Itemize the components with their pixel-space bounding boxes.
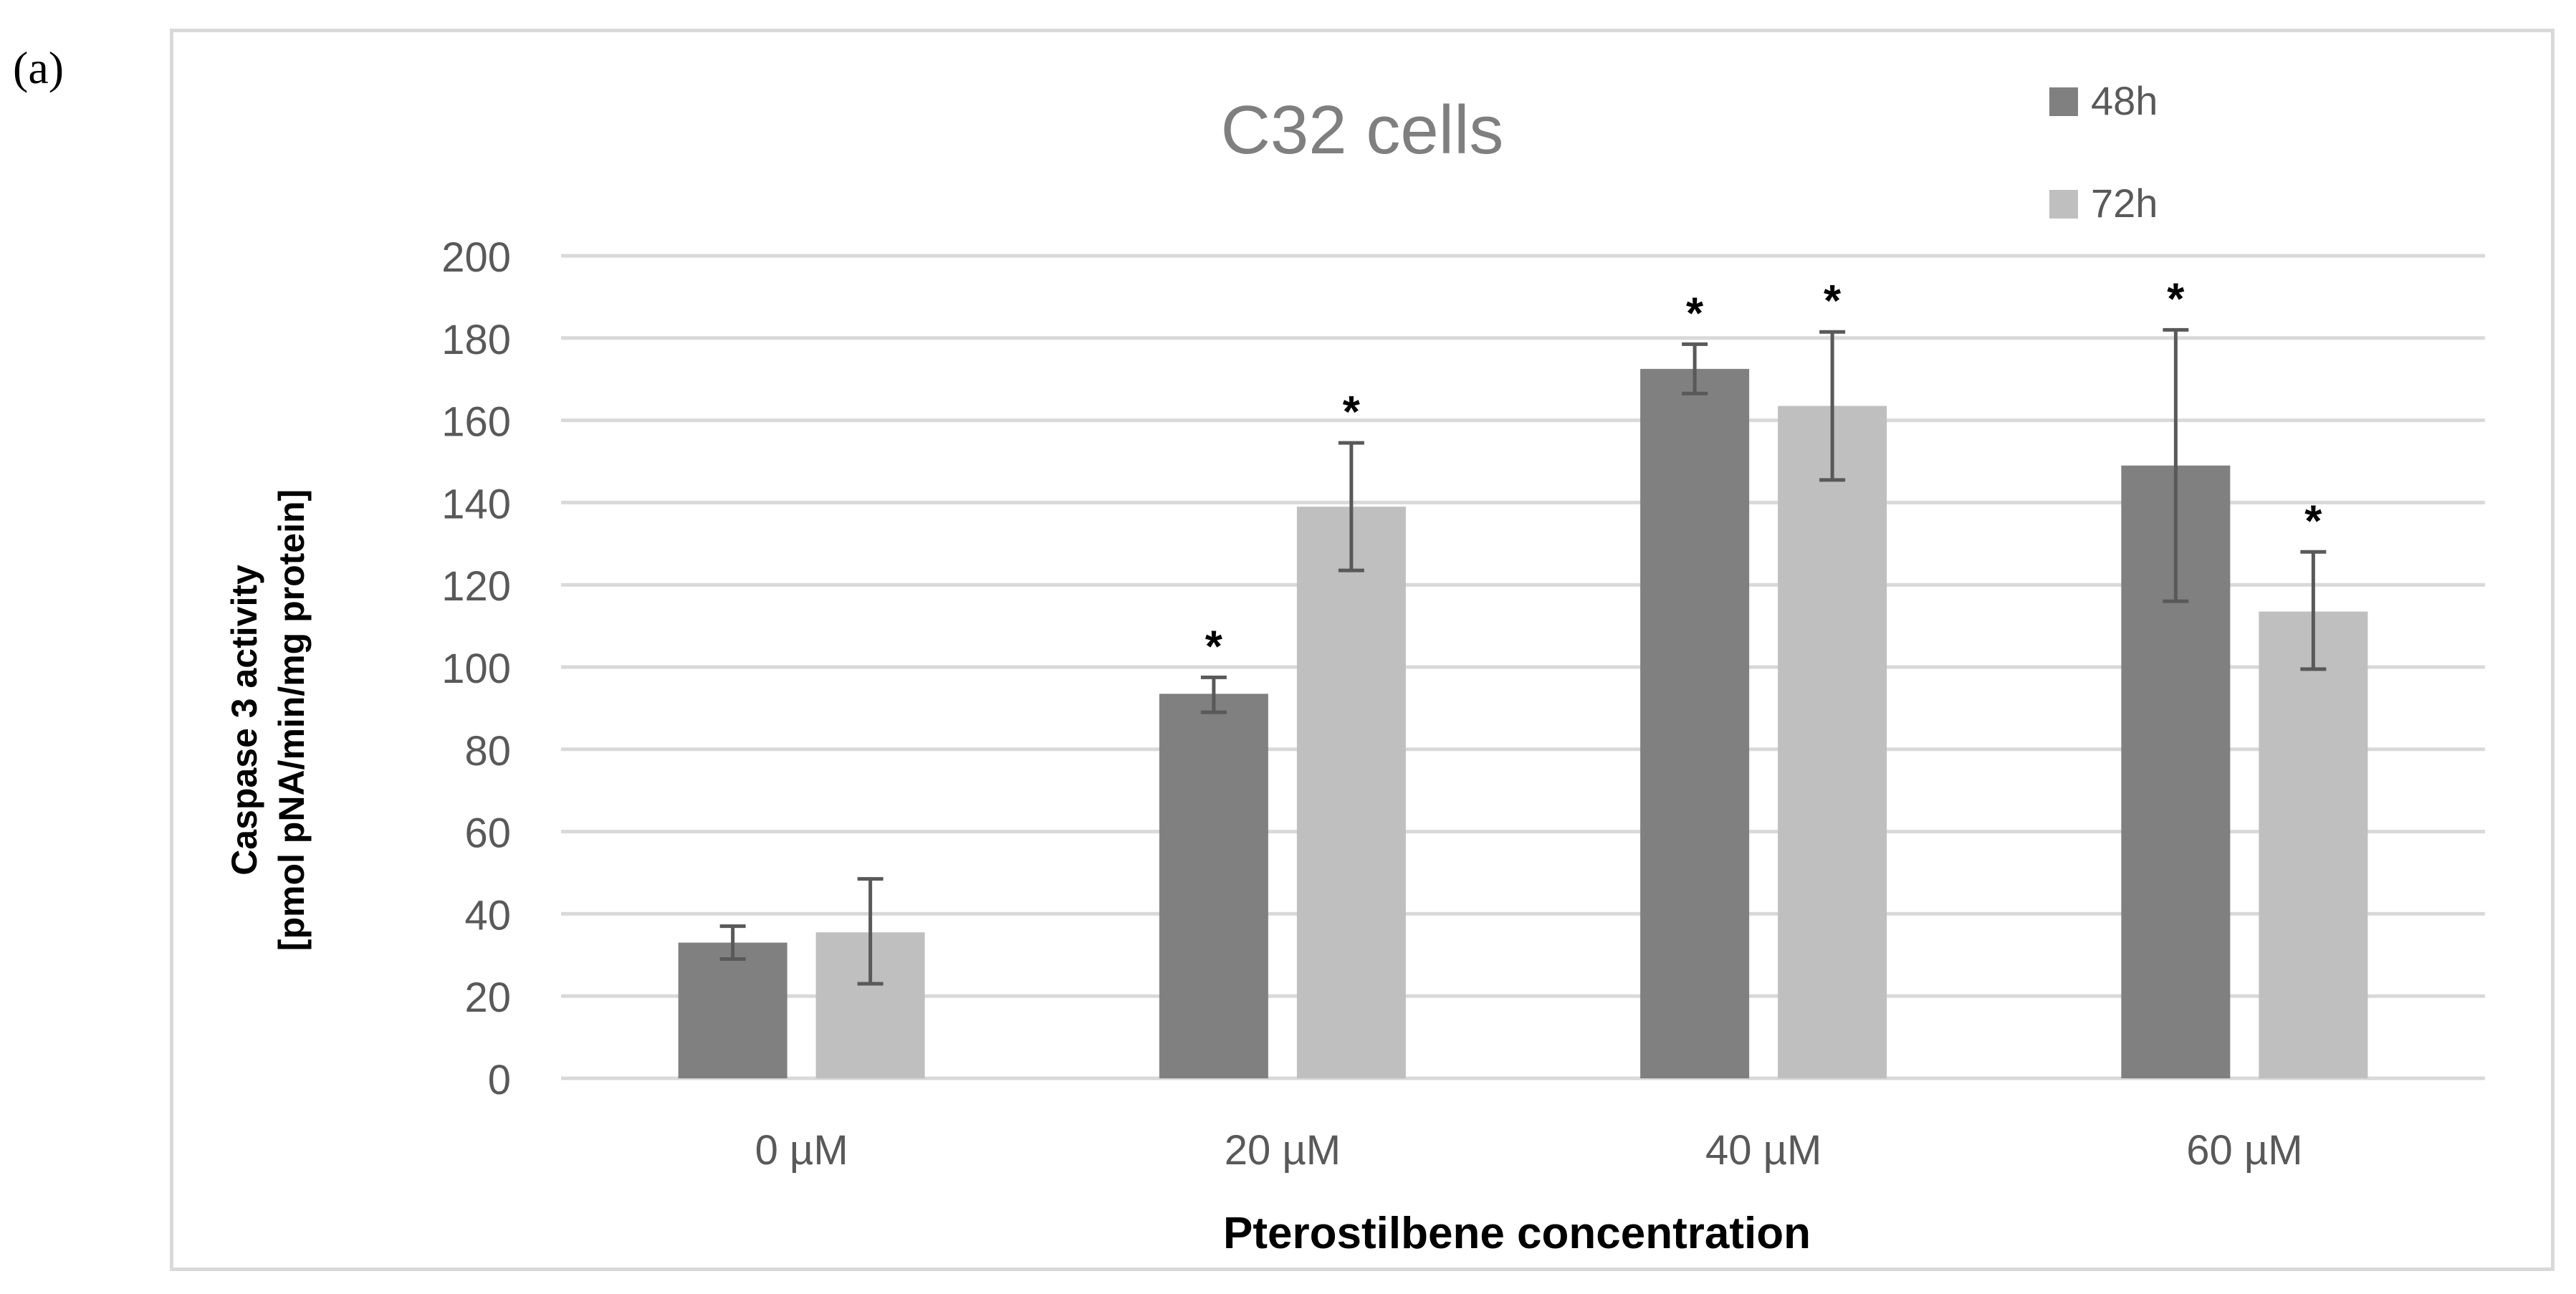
y-tick-labels: 0 20 40 60 80 100 120 140 160 180 200 — [441, 234, 511, 1103]
significance-star: * — [1205, 622, 1223, 671]
significance-star: * — [1824, 277, 1842, 326]
bars — [678, 368, 2368, 1078]
x-tick-label: 0 µM — [755, 1127, 848, 1174]
chart-title: C32 cells — [1221, 92, 1504, 168]
x-axis-label: Pterostilbene concentration — [1223, 1209, 1811, 1258]
x-tick-label: 40 µM — [1705, 1127, 1821, 1174]
y-tick-label: 0 — [488, 1057, 511, 1103]
bar-72h — [1296, 507, 1406, 1078]
legend: 48h 72h — [2049, 78, 2158, 226]
y-tick-label: 20 — [464, 974, 511, 1021]
y-tick-label: 180 — [441, 317, 511, 363]
y-tick-label: 60 — [464, 810, 511, 857]
significance-star: * — [2167, 274, 2185, 324]
significance-markers: * * * * * * — [1205, 274, 2323, 671]
y-axis-label-line1: Caspase 3 activity — [224, 565, 264, 876]
bar-72h — [2259, 611, 2368, 1078]
y-tick-label: 160 — [441, 399, 511, 446]
y-tick-label: 200 — [441, 234, 511, 281]
bar-48h — [1640, 368, 1750, 1078]
bar-48h — [678, 942, 787, 1078]
y-tick-label: 100 — [441, 646, 511, 692]
y-tick-label: 140 — [441, 481, 511, 527]
legend-swatch-72h — [2049, 190, 2078, 219]
x-tick-label: 60 µM — [2186, 1127, 2302, 1174]
significance-star: * — [1686, 289, 1704, 338]
y-axis-label-line2: [pmol pNA/min/mg protein] — [272, 489, 312, 951]
x-tick-label: 20 µM — [1225, 1127, 1341, 1174]
panel-label: (a) — [13, 42, 64, 93]
significance-star: * — [2304, 497, 2322, 546]
bar-72h — [1778, 406, 1887, 1078]
x-tick-labels: 0 µM 20 µM 40 µM 60 µM — [755, 1127, 2303, 1174]
error-bars — [719, 327, 2327, 986]
significance-star: * — [1343, 388, 1361, 437]
chart-frame — [170, 29, 2555, 1271]
y-tick-label: 80 — [464, 728, 511, 775]
y-tick-label: 120 — [441, 563, 511, 610]
legend-label: 72h — [2091, 181, 2158, 226]
bar-48h — [1159, 694, 1268, 1078]
y-tick-label: 40 — [464, 892, 511, 939]
legend-label: 48h — [2091, 78, 2158, 123]
legend-swatch-48h — [2049, 87, 2078, 116]
